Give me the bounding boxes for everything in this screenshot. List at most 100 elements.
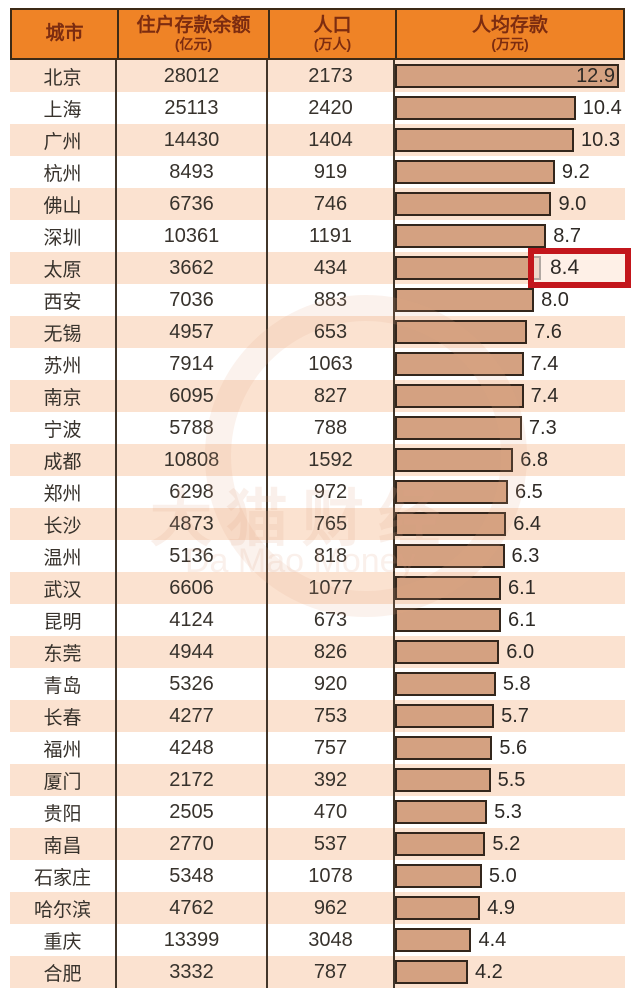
population-value: 757 — [268, 732, 395, 764]
city-name: 青岛 — [10, 668, 117, 700]
population-value: 1404 — [268, 124, 395, 156]
per-capita-bar — [395, 320, 528, 344]
table-row: 重庆 13399 3048 4.4 4.4 — [10, 924, 625, 956]
per-capita-bar-cell: 6.4 6.4 — [395, 508, 625, 540]
per-capita-value: 4.2 — [475, 960, 503, 983]
per-capita-value: 6.5 — [514, 480, 543, 503]
column-header-population: 人口 (万人) — [268, 10, 395, 58]
city-name: 重庆 — [10, 924, 117, 956]
column-title: 城市 — [45, 22, 84, 44]
column-header-per-capita: 人均存款 (万元) — [395, 10, 623, 58]
table-row: 太原 3662 434 8.4 8.4 — [10, 248, 631, 288]
per-capita-value: 4.4 — [478, 928, 507, 951]
column-title: 人口 — [313, 14, 352, 36]
city-name: 深圳 — [10, 220, 117, 252]
population-value: 3048 — [268, 924, 395, 956]
table-row: 无锡 4957 653 7.6 7.6 — [10, 316, 625, 348]
city-name: 哈尔滨 — [10, 892, 117, 924]
table-row: 青岛 5326 920 5.8 5.8 — [10, 668, 625, 700]
population-value: 746 — [268, 188, 395, 220]
per-capita-value: 6.1 — [508, 608, 536, 631]
deposit-value: 6606 — [117, 572, 268, 604]
per-capita-bar — [395, 224, 547, 248]
per-capita-bar — [395, 896, 481, 920]
highlighted-per-capita-value: 8.4 — [550, 256, 580, 279]
per-capita-bar — [395, 128, 575, 152]
per-capita-value: 5.6 — [499, 736, 528, 759]
table-header: 城市 住户存款余额 (亿元) 人口 (万人) 人均存款 (万元) — [10, 8, 625, 60]
deposit-value: 3662 — [117, 252, 268, 284]
per-capita-bar-cell: 10.3 10.3 — [395, 124, 625, 156]
per-capita-bar-cell: 7.4 7.4 — [395, 348, 625, 380]
city-deposit-table: 城市 住户存款余额 (亿元) 人口 (万人) 人均存款 (万元) 北京 2801… — [10, 8, 631, 988]
per-capita-bar — [395, 288, 535, 312]
city-name: 上海 — [10, 92, 117, 124]
population-value: 392 — [268, 764, 395, 796]
per-capita-bar-cell: 5.8 5.8 — [395, 668, 625, 700]
population-value: 826 — [268, 636, 395, 668]
per-capita-bar — [395, 384, 524, 408]
per-capita-bar-cell: 12.9 12.9 — [395, 60, 625, 92]
deposit-value: 4124 — [117, 604, 268, 636]
per-capita-bar-cell: 6.8 6.8 — [395, 444, 625, 476]
per-capita-bar — [395, 160, 555, 184]
per-capita-bar — [395, 96, 576, 120]
deposit-value: 4762 — [117, 892, 268, 924]
table-row: 厦门 2172 392 5.5 5.5 — [10, 764, 625, 796]
deposit-value: 4873 — [117, 508, 268, 540]
city-name: 太原 — [10, 252, 117, 284]
per-capita-value: 10.3 — [581, 128, 620, 151]
per-capita-bar-cell: 5.5 5.5 — [395, 764, 625, 796]
per-capita-value: 8.7 — [553, 224, 582, 247]
deposit-value: 8493 — [117, 156, 268, 188]
table-row: 杭州 8493 919 9.2 9.2 — [10, 156, 625, 188]
deposit-value: 6736 — [117, 188, 268, 220]
deposit-value: 10808 — [117, 444, 268, 476]
column-header-city: 城市 — [12, 10, 117, 58]
city-name: 佛山 — [10, 188, 117, 220]
deposit-value: 13399 — [117, 924, 268, 956]
table-row: 成都 10808 1592 6.8 6.8 — [10, 444, 625, 476]
table-row: 南京 6095 827 7.4 7.4 — [10, 380, 625, 412]
per-capita-bar — [395, 928, 472, 952]
city-name: 福州 — [10, 732, 117, 764]
city-name: 温州 — [10, 540, 117, 572]
per-capita-value: 5.3 — [494, 800, 522, 823]
per-capita-value: 6.3 — [511, 544, 540, 567]
per-capita-bar-cell: 6.5 6.5 — [395, 476, 625, 508]
deposit-value: 6095 — [117, 380, 268, 412]
table-row: 北京 28012 2173 12.9 12.9 — [10, 60, 625, 92]
per-capita-value: 10.4 — [582, 96, 622, 119]
population-value: 434 — [268, 252, 395, 284]
deposit-value: 5788 — [117, 412, 268, 444]
city-name: 厦门 — [10, 764, 117, 796]
population-value: 962 — [268, 892, 395, 924]
per-capita-bar — [395, 768, 491, 792]
per-capita-bar-cell: 4.4 4.4 — [395, 924, 625, 956]
table-row: 郑州 6298 972 6.5 6.5 — [10, 476, 625, 508]
column-title: 住户存款余额 — [136, 14, 251, 36]
table-row: 长沙 4873 765 6.4 6.4 — [10, 508, 625, 540]
deposit-value: 5326 — [117, 668, 268, 700]
city-name: 南京 — [10, 380, 117, 412]
city-name: 苏州 — [10, 348, 117, 380]
deposit-value: 5348 — [117, 860, 268, 892]
per-capita-bar — [395, 480, 508, 504]
per-capita-bar-cell: 4.2 4.2 — [395, 956, 625, 988]
per-capita-bar-cell: 9.0 9.0 — [395, 188, 625, 220]
column-title: 人均存款 — [471, 14, 548, 36]
per-capita-bar-cell: 6.3 6.3 — [395, 540, 625, 572]
table-row: 武汉 6606 1077 6.1 6.1 — [10, 572, 625, 604]
column-unit: (亿元) — [174, 35, 213, 52]
population-value: 2420 — [268, 92, 395, 124]
city-name: 石家庄 — [10, 860, 117, 892]
city-name: 西安 — [10, 284, 117, 316]
population-value: 787 — [268, 956, 395, 988]
city-name: 郑州 — [10, 476, 117, 508]
per-capita-value: 4.9 — [487, 896, 515, 919]
per-capita-bar-cell: 8.7 8.7 — [395, 220, 625, 252]
per-capita-bar-cell: 9.2 9.2 — [395, 156, 625, 188]
city-name: 南昌 — [10, 828, 117, 860]
population-value: 1063 — [268, 348, 395, 380]
per-capita-bar — [395, 960, 468, 984]
